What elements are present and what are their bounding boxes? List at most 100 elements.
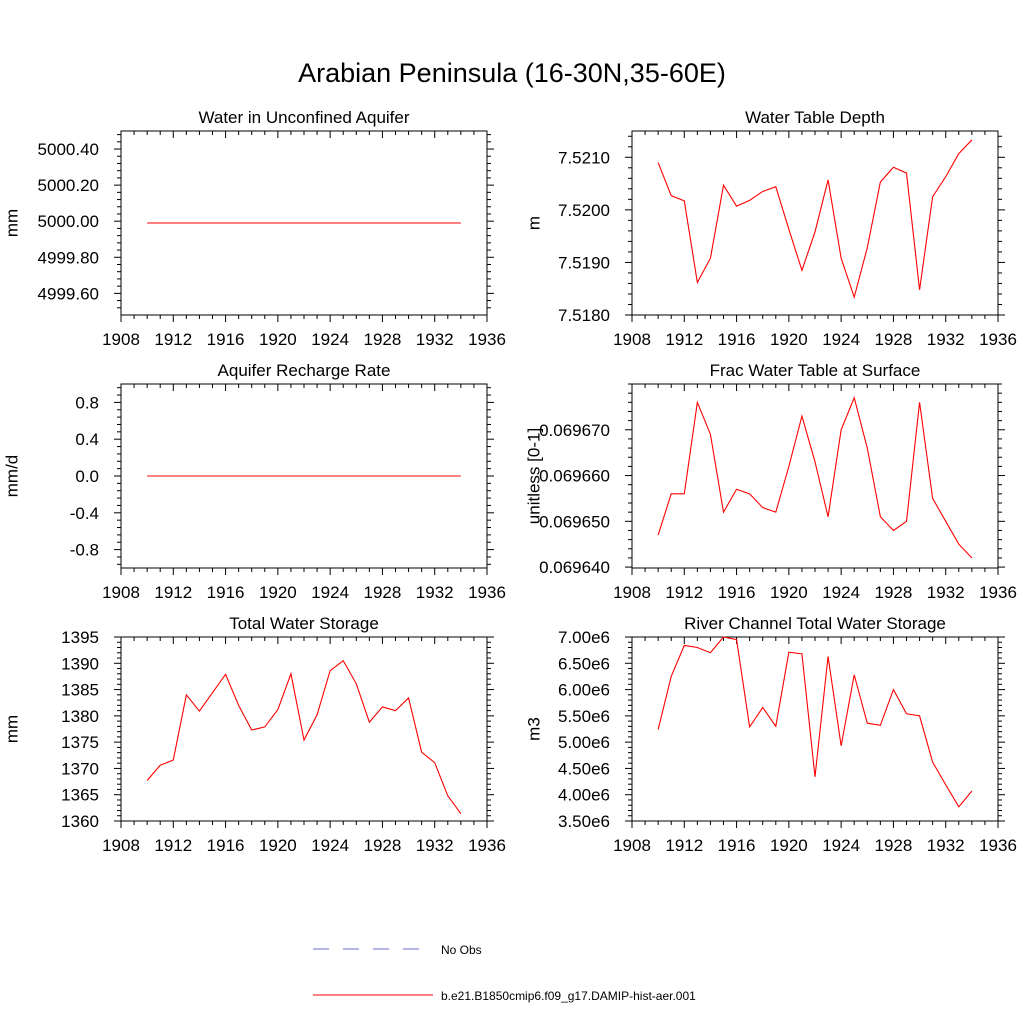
- y-tick-label: 6.50e6: [558, 654, 610, 673]
- y-tick-label: 5000.20: [38, 176, 99, 195]
- y-tick-label: 0.069640: [539, 558, 610, 577]
- x-tick-label: 1924: [822, 583, 860, 602]
- y-tick-label: 7.5190: [558, 253, 610, 272]
- panel-4: Frac Water Table at Surface unitless [0-1…: [525, 361, 1017, 602]
- y-tick-label: 1395: [61, 628, 99, 647]
- x-tick-label: 1924: [822, 836, 860, 855]
- panel-1: Water in Unconfined Aquifer mm 1908 1912 191…: [3, 108, 506, 349]
- x-tick-label: 1908: [102, 330, 140, 349]
- x-tick-label: 1916: [207, 583, 245, 602]
- legend-label-no-obs: No Obs: [441, 943, 482, 957]
- y-axis-label: mm/d: [3, 455, 22, 498]
- x-tick-label: 1936: [468, 836, 506, 855]
- x-tick-label: 1920: [770, 583, 808, 602]
- y-tick-label: 4999.80: [38, 248, 99, 267]
- legend-label-model: b.e21.B1850cmip6.f09_g17.DAMIP-hist-aer.…: [441, 989, 696, 1003]
- y-tick-label: 4999.60: [38, 284, 99, 303]
- x-tick-label: 1932: [927, 330, 965, 349]
- panel-title: Frac Water Table at Surface: [710, 361, 921, 380]
- series-line: [657, 139, 973, 300]
- panel-6: River Channel Total Water Storage m3 1908 1…: [525, 614, 1017, 855]
- x-tick-label: 1936: [979, 583, 1017, 602]
- panel-title: Water Table Depth: [745, 108, 885, 127]
- y-tick-label: 0.069660: [539, 467, 610, 486]
- y-tick-label: 7.5210: [558, 148, 610, 167]
- x-tick-label: 1936: [468, 583, 506, 602]
- x-tick-label: 1928: [364, 836, 402, 855]
- y-tick-label: 0.069670: [539, 421, 610, 440]
- panel-title: River Channel Total Water Storage: [684, 614, 946, 633]
- x-tick-label: 1936: [979, 836, 1017, 855]
- x-tick-label: 1916: [718, 330, 756, 349]
- y-axis-label: mm: [3, 715, 22, 743]
- x-tick-label: 1924: [822, 330, 860, 349]
- x-tick-label: 1908: [613, 330, 651, 349]
- x-tick-label: 1928: [875, 836, 913, 855]
- y-tick-label: 0.0: [75, 467, 99, 486]
- y-tick-label: 7.00e6: [558, 628, 610, 647]
- x-tick-label: 1924: [311, 583, 349, 602]
- x-tick-label: 1924: [311, 330, 349, 349]
- x-tick-label: 1928: [875, 330, 913, 349]
- y-axis-label: unitless [0-1]: [525, 428, 544, 524]
- plot-frame: [631, 636, 999, 822]
- y-axis-label: mm: [3, 209, 22, 237]
- panel-3: Aquifer Recharge Rate mm/d 1908 1912 1916 192…: [3, 361, 506, 602]
- x-tick-label: 1932: [927, 583, 965, 602]
- panels: Water in Unconfined Aquifer mm 1908 1912 191…: [3, 108, 1017, 855]
- x-tick-label: 1920: [259, 583, 297, 602]
- y-axis-label: m: [525, 216, 544, 230]
- y-tick-label: 5.50e6: [558, 707, 610, 726]
- x-tick-label: 1932: [927, 836, 965, 855]
- y-tick-label: 5.00e6: [558, 733, 610, 752]
- x-tick-label: 1936: [979, 330, 1017, 349]
- x-tick-label: 1928: [364, 330, 402, 349]
- y-tick-label: 5000.00: [38, 212, 99, 231]
- y-tick-label: 1365: [61, 786, 99, 805]
- figure-title: Arabian Peninsula (16-30N,35-60E): [298, 58, 726, 88]
- y-tick-label: 4.00e6: [558, 786, 610, 805]
- y-tick-label: 1390: [61, 654, 99, 673]
- y-tick-label: 0.4: [75, 430, 99, 449]
- y-tick-label: -0.4: [70, 504, 99, 523]
- x-tick-label: 1916: [718, 836, 756, 855]
- x-tick-label: 1916: [718, 583, 756, 602]
- panel-title: Water in Unconfined Aquifer: [198, 108, 409, 127]
- x-tick-label: 1932: [416, 836, 454, 855]
- y-tick-label: 3.50e6: [558, 812, 610, 831]
- x-tick-label: 1932: [416, 583, 454, 602]
- x-tick-label: 1912: [665, 836, 703, 855]
- x-tick-label: 1920: [259, 836, 297, 855]
- x-tick-label: 1908: [613, 836, 651, 855]
- y-tick-label: 0.8: [75, 393, 99, 412]
- y-tick-label: 1380: [61, 707, 99, 726]
- series-line: [146, 659, 462, 814]
- x-tick-label: 1932: [416, 330, 454, 349]
- x-tick-label: 1908: [102, 583, 140, 602]
- x-tick-label: 1908: [613, 583, 651, 602]
- y-tick-label: 5000.40: [38, 140, 99, 159]
- x-tick-label: 1912: [665, 583, 703, 602]
- x-tick-label: 1928: [364, 583, 402, 602]
- panel-2: Water Table Depth m 1908 1912 1916 1920 1924 19…: [525, 108, 1017, 349]
- legend: No Obs b.e21.B1850cmip6.f09_g17.DAMIP-hi…: [313, 943, 696, 1003]
- x-tick-label: 1908: [102, 836, 140, 855]
- x-tick-label: 1912: [154, 330, 192, 349]
- y-tick-label: 7.5180: [558, 306, 610, 325]
- x-tick-label: 1928: [875, 583, 913, 602]
- x-tick-label: 1916: [207, 330, 245, 349]
- y-tick-label: 7.5200: [558, 201, 610, 220]
- y-tick-label: -0.8: [70, 541, 99, 560]
- x-tick-label: 1936: [468, 330, 506, 349]
- x-tick-label: 1912: [154, 583, 192, 602]
- y-tick-label: 1360: [61, 812, 99, 831]
- y-tick-label: 6.00e6: [558, 681, 610, 700]
- plot-frame: [631, 130, 999, 316]
- y-tick-label: 1385: [61, 681, 99, 700]
- x-tick-label: 1912: [154, 836, 192, 855]
- y-tick-label: 1370: [61, 759, 99, 778]
- panel-title: Aquifer Recharge Rate: [218, 361, 391, 380]
- x-tick-label: 1916: [207, 836, 245, 855]
- panel-title: Total Water Storage: [229, 614, 379, 633]
